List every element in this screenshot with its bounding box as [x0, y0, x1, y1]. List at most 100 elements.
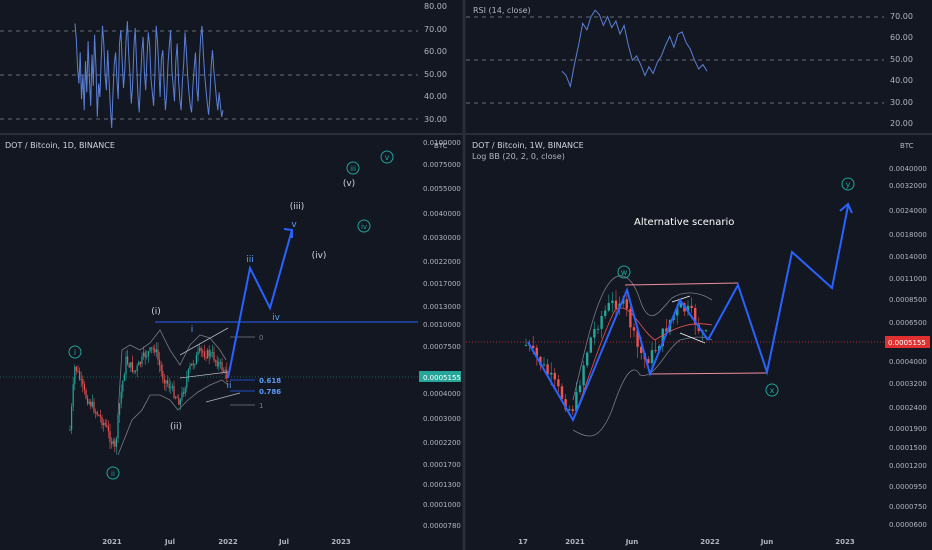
- candle-body: [640, 346, 643, 353]
- tick-label: 60.00: [890, 33, 913, 42]
- candle-body: [553, 372, 556, 380]
- candle-body: [586, 352, 589, 366]
- left-price-axis[interactable]: 0.0100000 0.0075000 0.0055000 0.0040000 …: [423, 139, 461, 530]
- candle-body: [144, 352, 146, 358]
- candle-body: [165, 380, 167, 384]
- tick-label: 0.0040000: [423, 210, 461, 218]
- candle-body: [654, 350, 657, 352]
- candle-body: [139, 361, 141, 365]
- right-time-axis[interactable]: 17 2021 Jun 2022 Jun 2023: [518, 538, 855, 546]
- tick-label: 80.00: [424, 2, 447, 11]
- wave-x-circle: [765, 383, 779, 397]
- candle-body: [112, 440, 114, 444]
- candle-body: [557, 379, 560, 387]
- wxy-historic-path[interactable]: [527, 286, 709, 423]
- right-rsi-line: [561, 9, 708, 89]
- candle-body: [186, 378, 188, 388]
- candle-body: [694, 308, 697, 325]
- candle-body: [79, 371, 81, 380]
- candle-body: [524, 344, 528, 346]
- candle-body: [218, 362, 220, 367]
- bollinger-indicator-title[interactable]: Log BB (20, 2, 0, close): [472, 152, 565, 161]
- candle-body: [636, 330, 639, 347]
- right-rsi-axis: 70.00 60.00 50.00 40.00 30.00 20.00: [890, 12, 913, 128]
- tick-label: 0.0006500: [889, 319, 927, 327]
- tick-label: 0.0000750: [889, 503, 927, 511]
- candle-body: [546, 364, 549, 375]
- tick-label: 0.0017000: [423, 280, 461, 288]
- candle-body: [589, 337, 592, 353]
- candle-body: [151, 347, 153, 349]
- candle-body: [665, 328, 668, 332]
- candle-body: [90, 401, 92, 407]
- wave-ii-circle-label: ii: [111, 470, 115, 478]
- rsi-indicator-title[interactable]: RSI (14, close): [473, 6, 531, 15]
- wave-i-circle: [68, 345, 82, 359]
- candle-body: [162, 371, 164, 380]
- tick-label: 17: [518, 538, 528, 546]
- projection-arrowhead: [839, 202, 853, 214]
- left-wave-labels: i ii iii iv v (i) (ii) (iii) (iv) (v) i …: [68, 150, 394, 480]
- range-top-line[interactable]: [624, 282, 739, 286]
- left-time-axis[interactable]: 2021 Jul 2022 Jul 2023: [102, 538, 351, 546]
- tick-label: 0.0018000: [889, 231, 927, 239]
- wxy-projection-path[interactable]: [707, 205, 849, 376]
- candle-body: [192, 363, 194, 366]
- wave-x-label: x: [770, 386, 775, 395]
- tick-label: 50.00: [890, 55, 913, 64]
- right-price-axis[interactable]: 0.0040000 0.0032000 0.0024000 0.0018000 …: [889, 165, 927, 529]
- candle-body: [181, 392, 183, 400]
- candle-body: [77, 370, 79, 372]
- candle-body: [207, 349, 209, 358]
- candle-body: [117, 415, 119, 439]
- last-price-badge: [885, 336, 930, 348]
- tick-label: 2022: [218, 538, 238, 546]
- tick-label: 0.0001900: [889, 425, 927, 433]
- candle-body: [221, 362, 223, 371]
- candle-body: [611, 300, 614, 303]
- candle-body: [191, 363, 193, 366]
- wave-iii-circle-label: iii: [350, 165, 356, 173]
- wave-projection-path[interactable]: [227, 229, 293, 379]
- candle-body: [96, 411, 98, 415]
- tick-label: 0.0003000: [423, 415, 461, 423]
- candle-body: [109, 431, 111, 443]
- candle-body: [160, 365, 162, 371]
- tick-label: 0.0000780: [423, 522, 461, 530]
- wave-ii-paren-label: (ii): [170, 422, 182, 432]
- wave-i-circle-label: i: [74, 348, 76, 357]
- tick-label: Jul: [278, 538, 289, 546]
- candle-body: [582, 365, 585, 386]
- candle-body: [141, 356, 143, 365]
- tick-label: 0.0001300: [423, 481, 461, 489]
- candle-body: [168, 383, 170, 389]
- candle-body: [216, 360, 218, 367]
- candle-body: [163, 379, 165, 384]
- tick-label: 60.00: [424, 47, 447, 56]
- tick-label: 2021: [102, 538, 122, 546]
- range-bottom-line[interactable]: [649, 372, 768, 375]
- tick-label: 0.0001500: [889, 444, 927, 452]
- candle-body: [107, 426, 109, 432]
- candle-body: [658, 346, 661, 351]
- bollinger-lower: [572, 336, 713, 437]
- wave-iv-small-label: iv: [272, 313, 281, 323]
- candle-body: [159, 359, 161, 366]
- tick-label: 50.00: [424, 70, 447, 79]
- candle-body: [197, 351, 199, 355]
- wave-v-small-label: v: [291, 220, 297, 230]
- right-chart-title[interactable]: DOT / Bitcoin, 1W, BINANCE: [472, 141, 584, 150]
- tick-label: 0.0004000: [889, 358, 927, 366]
- candle-body: [679, 303, 682, 308]
- candle-body: [72, 384, 74, 407]
- candle-body: [88, 401, 90, 404]
- candle-body: [135, 370, 137, 372]
- candle-body: [152, 348, 154, 350]
- candle-body: [226, 369, 228, 379]
- left-candles: [69, 342, 228, 455]
- tick-label: 2022: [700, 538, 720, 546]
- candle-body: [143, 352, 145, 357]
- left-chart-title[interactable]: DOT / Bitcoin, 1D, BINANCE: [5, 141, 115, 150]
- alternative-scenario-annotation[interactable]: Alternative scenario: [634, 217, 734, 228]
- candle-body: [104, 422, 106, 425]
